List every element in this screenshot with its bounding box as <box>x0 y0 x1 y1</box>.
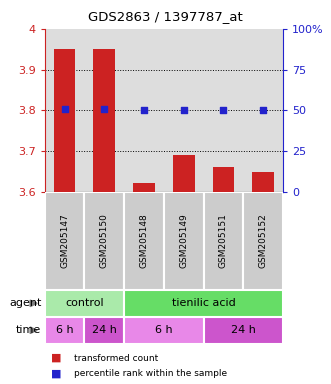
Text: 24 h: 24 h <box>92 325 117 335</box>
Bar <box>45 290 124 317</box>
Bar <box>45 192 84 290</box>
Bar <box>84 192 124 290</box>
Text: GSM205151: GSM205151 <box>219 214 228 268</box>
Text: GSM205149: GSM205149 <box>179 214 188 268</box>
Text: GSM205148: GSM205148 <box>139 214 149 268</box>
Text: control: control <box>65 298 104 308</box>
Bar <box>84 317 124 344</box>
Text: GSM205152: GSM205152 <box>259 214 268 268</box>
Text: ■: ■ <box>51 368 62 378</box>
Bar <box>45 317 84 344</box>
Bar <box>243 192 283 290</box>
Bar <box>124 317 204 344</box>
Bar <box>173 155 195 192</box>
Text: tienilic acid: tienilic acid <box>172 298 235 308</box>
Text: 6 h: 6 h <box>56 325 73 335</box>
Point <box>62 106 67 112</box>
Text: time: time <box>16 325 41 335</box>
Bar <box>124 192 164 290</box>
Point <box>221 107 226 114</box>
Text: 6 h: 6 h <box>155 325 173 335</box>
Bar <box>124 290 283 317</box>
Point <box>181 107 186 114</box>
Bar <box>54 49 75 192</box>
Bar <box>133 183 155 192</box>
Point <box>141 107 147 114</box>
Text: GSM205147: GSM205147 <box>60 214 69 268</box>
Text: 24 h: 24 h <box>231 325 256 335</box>
Text: transformed count: transformed count <box>74 354 159 363</box>
Text: GDS2863 / 1397787_at: GDS2863 / 1397787_at <box>88 10 243 23</box>
Point <box>260 107 266 114</box>
Bar <box>213 167 234 192</box>
Bar <box>93 49 115 192</box>
Text: percentile rank within the sample: percentile rank within the sample <box>74 369 228 378</box>
Point <box>102 106 107 112</box>
Bar <box>252 172 274 192</box>
Bar <box>204 192 243 290</box>
Text: ■: ■ <box>51 353 62 363</box>
Bar <box>204 317 283 344</box>
Text: agent: agent <box>9 298 41 308</box>
Text: GSM205150: GSM205150 <box>100 214 109 268</box>
Bar <box>164 192 204 290</box>
